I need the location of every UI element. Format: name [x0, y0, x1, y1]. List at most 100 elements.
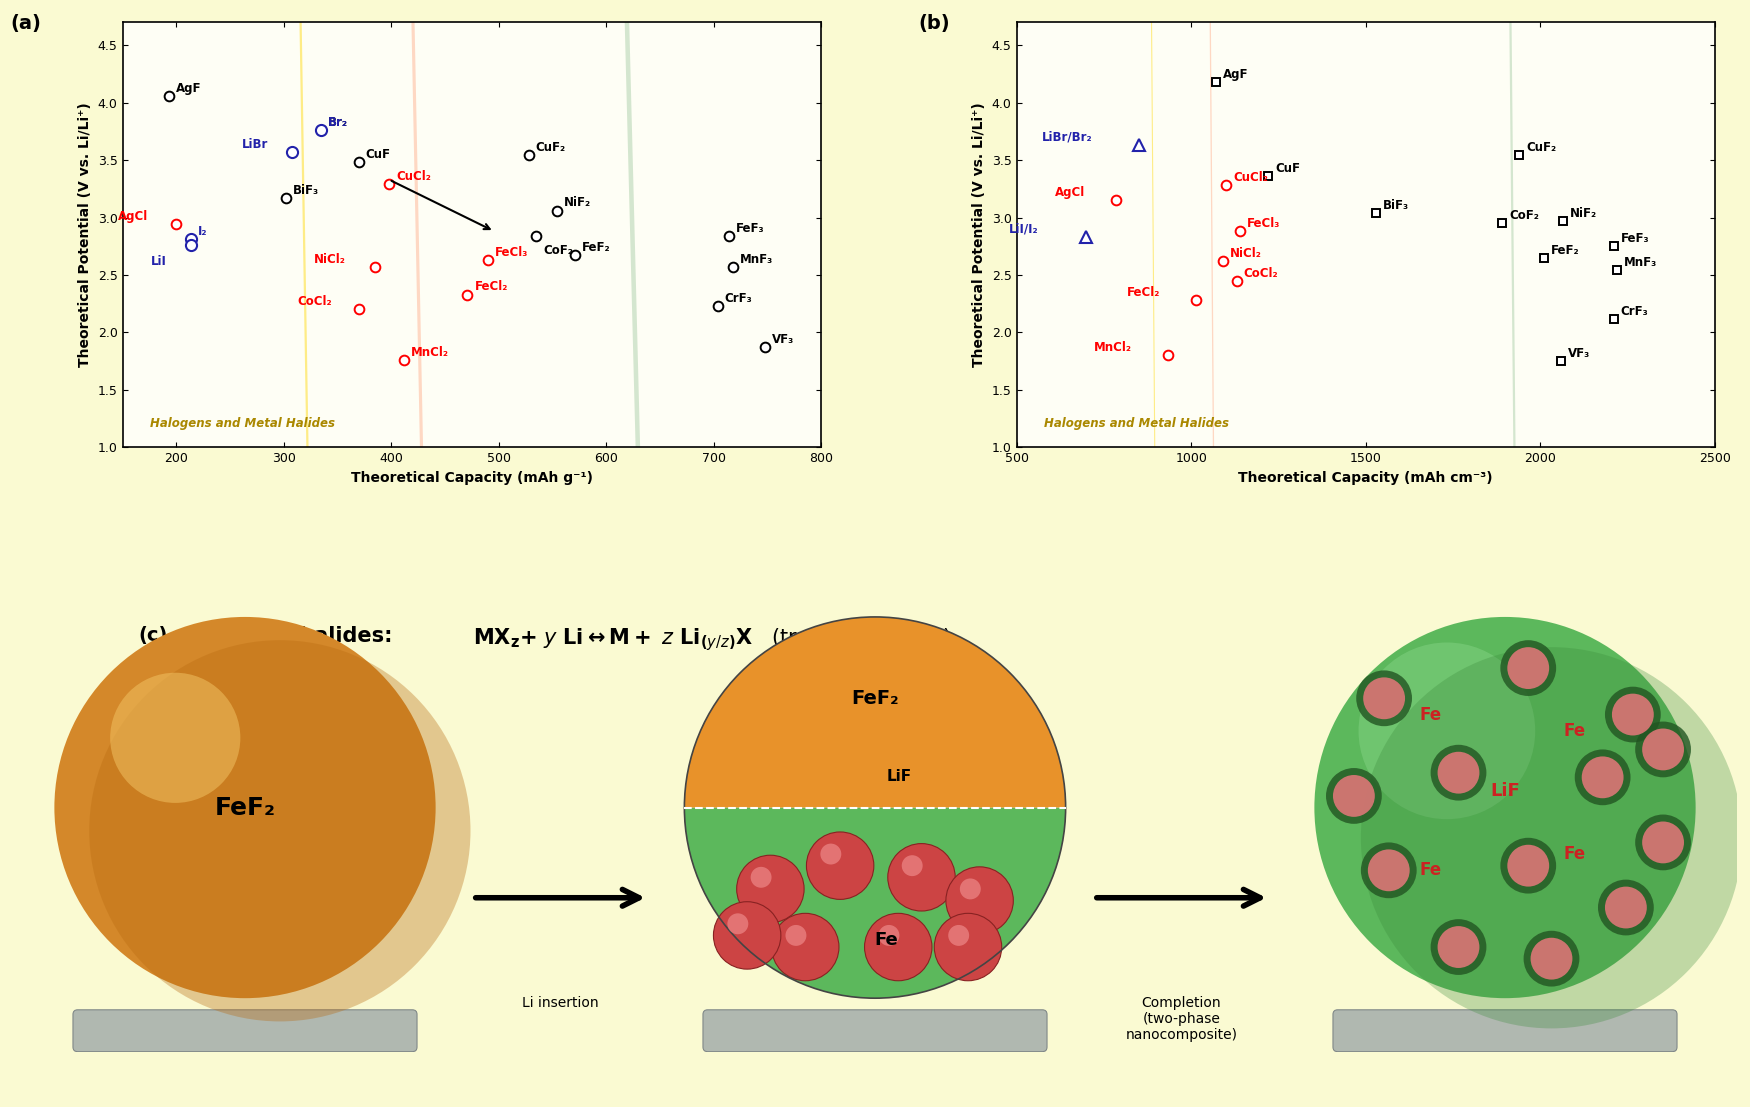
- Text: (a): (a): [10, 13, 42, 32]
- Text: FeCl₂: FeCl₂: [1127, 286, 1160, 299]
- Circle shape: [737, 856, 803, 922]
- Circle shape: [1430, 745, 1486, 800]
- Circle shape: [728, 913, 749, 934]
- Text: CuF₂: CuF₂: [1526, 142, 1556, 154]
- Text: AgCl: AgCl: [117, 210, 149, 224]
- Text: FeCl₃: FeCl₃: [495, 246, 528, 259]
- Circle shape: [1507, 845, 1549, 887]
- Text: AgCl: AgCl: [1055, 186, 1085, 199]
- Text: LiF: LiF: [1491, 783, 1519, 800]
- Circle shape: [1358, 642, 1535, 819]
- Circle shape: [1314, 617, 1696, 999]
- Text: NiCl₂: NiCl₂: [1230, 247, 1262, 260]
- Text: Fe: Fe: [1564, 845, 1586, 863]
- Circle shape: [1362, 648, 1741, 1028]
- Text: Br₂: Br₂: [329, 116, 348, 130]
- Text: MnCl₂: MnCl₂: [411, 345, 450, 359]
- Text: BiF₃: BiF₃: [292, 184, 318, 197]
- Text: Li insertion: Li insertion: [522, 996, 599, 1010]
- Circle shape: [1582, 756, 1624, 798]
- Circle shape: [934, 913, 1001, 981]
- Circle shape: [959, 879, 980, 899]
- Text: NiF₂: NiF₂: [1570, 207, 1598, 220]
- Wedge shape: [684, 808, 1066, 999]
- Text: CoF₂: CoF₂: [542, 244, 572, 257]
- Text: AgF: AgF: [175, 82, 201, 94]
- Circle shape: [1356, 671, 1412, 726]
- Text: LiBr: LiBr: [242, 138, 270, 151]
- Text: CoCl₂: CoCl₂: [298, 296, 332, 309]
- Text: FeF₂: FeF₂: [850, 689, 900, 707]
- Ellipse shape: [1118, 0, 1306, 1107]
- Circle shape: [947, 867, 1013, 934]
- FancyBboxPatch shape: [704, 1010, 1046, 1052]
- Text: FeF₃: FeF₃: [735, 221, 765, 235]
- Circle shape: [807, 832, 873, 899]
- Text: I₂: I₂: [198, 225, 208, 238]
- Circle shape: [1575, 749, 1631, 805]
- Circle shape: [1437, 927, 1479, 968]
- Text: CoCl₂: CoCl₂: [1244, 267, 1278, 280]
- Ellipse shape: [1379, 0, 1645, 1107]
- Text: Completion
(two-phase
nanocomposite): Completion (two-phase nanocomposite): [1125, 996, 1237, 1043]
- Y-axis label: Theoretical Potential (V vs. Li/Li⁺): Theoretical Potential (V vs. Li/Li⁺): [79, 102, 93, 368]
- Text: FeF₂: FeF₂: [1550, 244, 1580, 257]
- Ellipse shape: [487, 0, 779, 1107]
- Circle shape: [878, 925, 900, 945]
- Text: BiF₃: BiF₃: [1382, 199, 1409, 211]
- Circle shape: [1334, 775, 1376, 817]
- Circle shape: [1507, 648, 1549, 689]
- Text: FeF₃: FeF₃: [1620, 232, 1648, 245]
- Circle shape: [89, 640, 471, 1022]
- Circle shape: [1363, 677, 1405, 720]
- Circle shape: [714, 902, 780, 969]
- Y-axis label: Theoretical Potential (V vs. Li/Li⁺): Theoretical Potential (V vs. Li/Li⁺): [973, 102, 987, 368]
- Circle shape: [1531, 938, 1573, 980]
- Text: Fe: Fe: [1564, 722, 1586, 739]
- Circle shape: [1500, 838, 1556, 893]
- FancyBboxPatch shape: [74, 1010, 416, 1052]
- Text: LiBr/Br₂: LiBr/Br₂: [1041, 131, 1092, 144]
- Circle shape: [901, 856, 922, 876]
- Circle shape: [1524, 931, 1580, 986]
- Circle shape: [949, 925, 970, 945]
- Text: CrF₃: CrF₃: [1620, 304, 1648, 318]
- Text: Halogens and Metal Halides: Halogens and Metal Halides: [150, 417, 336, 431]
- Text: FeF₂: FeF₂: [581, 241, 611, 255]
- Circle shape: [110, 673, 240, 803]
- Text: VF₃: VF₃: [1568, 346, 1591, 360]
- Text: Halogens and Metal Halides: Halogens and Metal Halides: [1045, 417, 1230, 431]
- Circle shape: [1634, 815, 1690, 870]
- Circle shape: [1605, 887, 1647, 929]
- Text: Fe: Fe: [1419, 705, 1442, 724]
- Text: CuCl₂: CuCl₂: [1234, 172, 1269, 184]
- Text: (c): (c): [138, 627, 168, 645]
- FancyBboxPatch shape: [1334, 1010, 1676, 1052]
- Circle shape: [821, 844, 842, 865]
- Text: Fe: Fe: [1419, 861, 1442, 879]
- Text: CuF: CuF: [1276, 162, 1300, 175]
- Text: NiCl₂: NiCl₂: [313, 252, 346, 266]
- Circle shape: [54, 617, 436, 999]
- Circle shape: [1634, 722, 1690, 777]
- Circle shape: [1362, 842, 1418, 898]
- Text: CuF: CuF: [366, 148, 390, 162]
- X-axis label: Theoretical Capacity (mAh cm⁻³): Theoretical Capacity (mAh cm⁻³): [1239, 470, 1493, 485]
- Circle shape: [1326, 768, 1382, 824]
- Text: NiF₂: NiF₂: [564, 196, 592, 209]
- Text: Metal halides:: Metal halides:: [226, 627, 408, 646]
- Text: VF₃: VF₃: [772, 333, 794, 346]
- Circle shape: [1430, 919, 1486, 975]
- Circle shape: [772, 913, 838, 981]
- Text: CuCl₂: CuCl₂: [396, 170, 430, 183]
- Text: CuF₂: CuF₂: [536, 142, 565, 154]
- Circle shape: [1605, 686, 1661, 743]
- Text: LiI/I₂: LiI/I₂: [1008, 223, 1038, 236]
- Circle shape: [1642, 728, 1684, 770]
- Text: MnF₃: MnF₃: [740, 252, 774, 266]
- Text: $\mathbf{MX_z}$$\mathbf{+\ }$$\mathit{y}$$\mathbf{\ Li \leftrightarrow M +\ }$$\: $\mathbf{MX_z}$$\mathbf{+\ }$$\mathit{y}…: [473, 627, 952, 653]
- Ellipse shape: [1043, 0, 1264, 1107]
- Text: AgF: AgF: [1223, 68, 1248, 81]
- Circle shape: [1598, 880, 1654, 935]
- Circle shape: [887, 844, 956, 911]
